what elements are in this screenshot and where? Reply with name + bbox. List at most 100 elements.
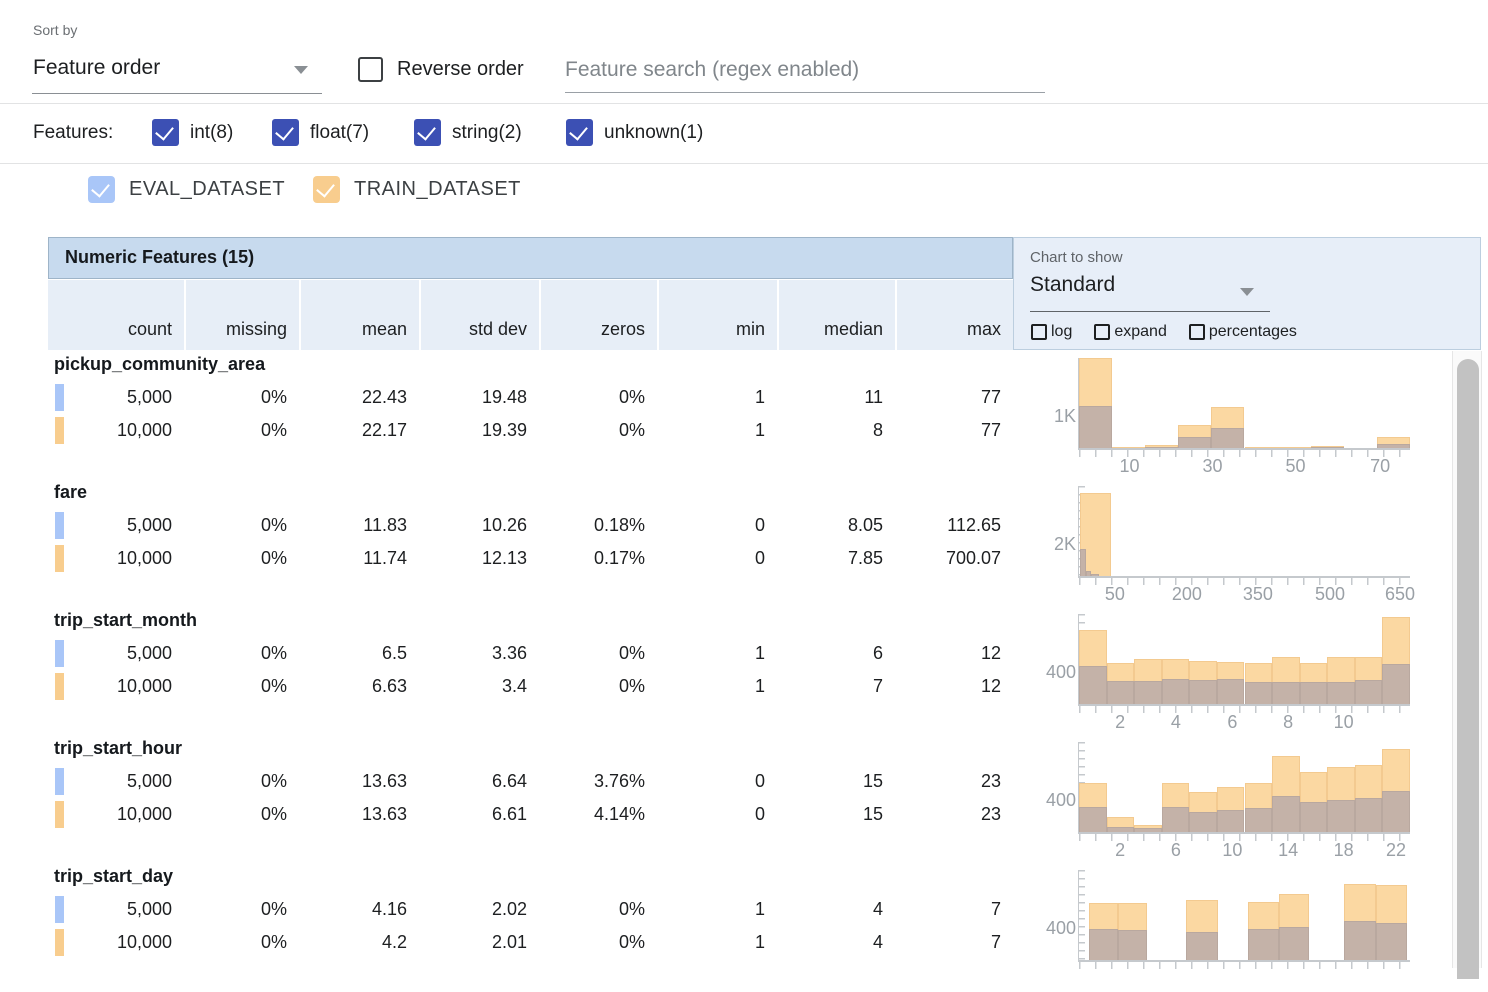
filter-checkbox[interactable]: [414, 119, 441, 146]
feature-row-trip_start_hour: trip_start_hour 5,000 0% 13.63 6.64 3.76% 0 15 2…: [48, 736, 1450, 864]
histogram-trip_start_month: 400 2 4 6 8 10: [980, 608, 1450, 736]
feature-search-input[interactable]: [565, 48, 1045, 92]
stat-cell: 5,000: [48, 382, 184, 413]
log-label: log: [1051, 323, 1073, 340]
eval-bar: [1216, 678, 1245, 704]
divider: [0, 103, 1488, 104]
train-stats-row: 10,000 0% 4.2 2.01 0% 1 4 7: [48, 927, 1013, 958]
eval-bar: [1134, 680, 1162, 704]
vertical-scrollbar-track[interactable]: [1452, 351, 1482, 979]
eval-bar: [1343, 921, 1376, 960]
eval-color-chip: [55, 384, 64, 411]
eval-bar: [1178, 437, 1212, 448]
vertical-scrollbar-thumb[interactable]: [1457, 359, 1479, 979]
reverse-order-label: Reverse order: [397, 58, 524, 80]
filter-checkbox[interactable]: [272, 119, 299, 146]
chart-type-value[interactable]: Standard: [1030, 273, 1116, 296]
top-toolbar: Sort by Feature order Reverse order: [0, 0, 1488, 103]
reverse-order-checkbox[interactable]: [358, 57, 383, 82]
log-checkbox[interactable]: [1031, 324, 1047, 340]
feature-row-pickup_community_area: pickup_community_area 5,000 0% 22.43 19.48 0%…: [48, 352, 1450, 480]
stat-cell: 3.76%: [593, 771, 645, 791]
x-axis-tick-label: 200: [1171, 584, 1202, 604]
stat-cell: 15: [862, 804, 883, 824]
eval-bar: [1327, 799, 1355, 832]
eval-bar: [1248, 929, 1279, 960]
x-axis-tick-label: 6: [1227, 712, 1238, 732]
eval-bar: [1299, 802, 1328, 832]
percentages-label: percentages: [1208, 323, 1297, 340]
stat-cell: 0%: [618, 643, 645, 663]
stat-cell: 1: [754, 420, 765, 440]
stat-cell: 7: [990, 899, 1001, 919]
dataset-item-eval_dataset: EVAL_DATASET: [88, 176, 285, 203]
x-axis-tick-label: 18: [1333, 840, 1354, 860]
filter-checkbox[interactable]: [152, 119, 179, 146]
column-header-missing: missing: [186, 280, 299, 350]
stat-cell: 4.14%: [593, 804, 645, 824]
stat-cell: 6: [872, 643, 883, 663]
stat-cell: 0: [754, 548, 765, 568]
stat-cell: 0%: [260, 771, 287, 791]
x-axis-tick-label: 2: [1115, 840, 1126, 860]
stat-cell: 4.2: [381, 932, 407, 952]
stat-cell: 77: [980, 387, 1001, 407]
eval-bar: [1090, 574, 1100, 576]
stat-cell: 0%: [618, 899, 645, 919]
eval-bar: [1161, 806, 1190, 832]
eval-bar: [1354, 679, 1383, 704]
stat-cell: 23: [980, 804, 1001, 824]
feature-name: trip_start_day: [54, 866, 174, 886]
x-axis-tick-label: 6: [1170, 840, 1181, 860]
eval-bar: [1211, 428, 1245, 448]
eval-bar: [1299, 681, 1328, 704]
y-axis-label: 400: [1045, 790, 1076, 810]
train-stats-row: 10,000 0% 6.63 3.4 0% 1 7 12: [48, 671, 1013, 702]
y-axis-label: 400: [1045, 918, 1076, 938]
train-stats-row: 10,000 0% 11.74 12.13 0.17% 0 7.85 700.07: [48, 543, 1013, 574]
dataset-checkbox[interactable]: [88, 176, 115, 203]
stat-cell: 11: [864, 387, 883, 407]
stat-cell: 5,000: [48, 638, 184, 669]
histogram-plot: [1078, 486, 1410, 585]
stat-cell: 22.43: [361, 387, 407, 407]
y-axis-ticks: [1079, 870, 1085, 960]
column-header-count: count: [48, 280, 184, 350]
filter-label: string(2): [452, 121, 522, 143]
filter-item-unknown: unknown(1): [566, 119, 703, 146]
x-axis-tick-label: 4: [1170, 712, 1181, 732]
eval-stats-row: 5,000 0% 6.5 3.36 0% 1 6 12: [48, 638, 1013, 669]
stat-cell: 0%: [618, 676, 645, 696]
stat-cell: 112.65: [947, 515, 1001, 535]
stat-cell: 13.63: [361, 771, 407, 791]
stat-cell: 5,000: [48, 894, 184, 925]
stat-cell: 0: [754, 771, 765, 791]
feature-search-field: [565, 48, 1045, 93]
stat-cell: 0%: [260, 548, 287, 568]
stat-cell: 1: [754, 932, 765, 952]
stat-cell: 4: [872, 899, 883, 919]
sort-by-dropdown[interactable]: Feature order: [32, 48, 322, 94]
dataset-checkbox[interactable]: [313, 176, 340, 203]
x-axis-ticks: [1079, 706, 1410, 713]
stat-cell: 1: [754, 899, 765, 919]
percentages-checkbox[interactable]: [1188, 324, 1205, 340]
eval-bar: [1145, 446, 1179, 448]
stat-cell: 12.13: [481, 548, 527, 568]
eval-bar: [1278, 926, 1310, 960]
chart-option-expand: expand: [1094, 323, 1167, 341]
filter-checkbox[interactable]: [566, 119, 593, 146]
stat-cell: 0%: [260, 643, 287, 663]
stat-cell: 0%: [260, 899, 287, 919]
expand-checkbox[interactable]: [1094, 324, 1111, 340]
column-header-median: median: [779, 280, 895, 350]
stat-cell: 0.18%: [593, 515, 645, 535]
eval-bar: [1161, 678, 1190, 704]
eval-bar: [1106, 680, 1135, 704]
dataset-legend: EVAL_DATASET TRAIN_DATASET: [0, 164, 1488, 236]
train-color-chip: [55, 545, 64, 572]
histogram-plot: [1078, 614, 1410, 713]
features-list: pickup_community_area 5,000 0% 22.43 19.48 0%…: [48, 352, 1450, 992]
x-axis-tick-label: 30: [1202, 456, 1223, 476]
stat-cell: 4.16: [371, 899, 407, 919]
